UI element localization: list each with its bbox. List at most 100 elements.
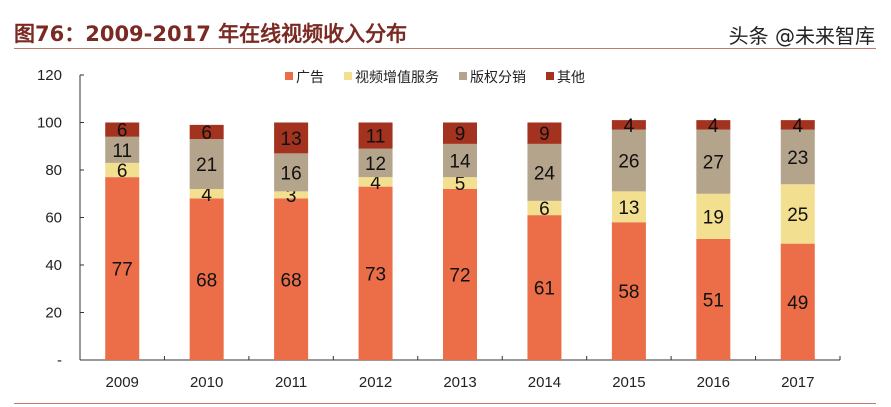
x-tick-label: 2009 bbox=[106, 374, 139, 391]
bar-segment bbox=[696, 129, 731, 194]
bar-segment bbox=[358, 186, 393, 360]
data-label: 77 bbox=[112, 260, 133, 281]
bar-segment bbox=[189, 139, 224, 189]
data-label: 51 bbox=[703, 290, 724, 311]
bar-segment bbox=[527, 143, 562, 201]
bar-segment bbox=[780, 243, 815, 360]
bar-segment bbox=[527, 122, 562, 144]
data-label: 19 bbox=[703, 207, 724, 228]
bar-segment bbox=[105, 177, 140, 360]
bar-segment bbox=[189, 189, 224, 199]
title-divider bbox=[14, 48, 876, 49]
bar-segment bbox=[443, 177, 477, 189]
data-label: 14 bbox=[449, 152, 471, 173]
legend-label: 其他 bbox=[557, 70, 585, 86]
x-tick-label: 2014 bbox=[528, 374, 561, 391]
data-label: 4 bbox=[708, 116, 719, 137]
data-label: 13 bbox=[618, 198, 639, 219]
data-label: 73 bbox=[365, 264, 386, 285]
y-tick-label: 60 bbox=[45, 210, 62, 227]
bar-segment bbox=[443, 143, 477, 178]
bar-segment bbox=[358, 177, 393, 187]
data-label: 58 bbox=[618, 282, 639, 303]
data-label: 23 bbox=[787, 148, 808, 169]
bar-segment bbox=[274, 191, 309, 199]
x-tick-label: 2011 bbox=[275, 374, 307, 391]
y-tick-label: 20 bbox=[45, 305, 62, 322]
legend-swatch bbox=[546, 72, 554, 80]
data-label: 27 bbox=[703, 153, 724, 174]
data-label: 9 bbox=[539, 124, 550, 145]
bar-segment bbox=[780, 129, 815, 185]
legend-swatch bbox=[459, 72, 467, 80]
x-tick-label: 2016 bbox=[697, 374, 730, 391]
x-tick-label: 2017 bbox=[781, 374, 814, 391]
bar-segment bbox=[189, 198, 224, 360]
bar-segment bbox=[696, 120, 731, 130]
bar-segment bbox=[611, 222, 646, 360]
x-tick-label: 2015 bbox=[612, 374, 645, 391]
data-label: 11 bbox=[366, 127, 386, 148]
legend-label: 视频增值服务 bbox=[355, 70, 439, 86]
data-label: 26 bbox=[618, 152, 639, 173]
data-label: 4 bbox=[370, 173, 381, 194]
bar-segment bbox=[105, 162, 140, 178]
bar-segment bbox=[443, 122, 477, 144]
bar-segment bbox=[358, 148, 393, 178]
data-label: 68 bbox=[281, 270, 302, 291]
bar-segment bbox=[611, 120, 646, 130]
y-tick-label: 40 bbox=[45, 257, 62, 274]
data-label: 61 bbox=[534, 279, 555, 300]
bar-segment bbox=[189, 124, 224, 140]
data-label: 25 bbox=[787, 205, 808, 226]
data-label: 4 bbox=[624, 116, 635, 137]
legend-label: 版权分销 bbox=[470, 70, 526, 86]
bar-segment bbox=[527, 215, 562, 360]
bar-segment bbox=[274, 153, 309, 192]
data-label: 5 bbox=[455, 174, 466, 195]
bar-segment bbox=[780, 120, 815, 130]
chart-title: 图76：2009-2017 年在线视频收入分布 bbox=[14, 22, 408, 46]
data-label: 4 bbox=[201, 185, 212, 206]
bar-segment bbox=[358, 122, 393, 149]
y-tick-label: 80 bbox=[45, 162, 62, 179]
y-tick-label: - bbox=[57, 352, 62, 369]
bar-segment bbox=[696, 193, 731, 239]
legend-swatch bbox=[344, 72, 352, 80]
x-tick-label: 2012 bbox=[359, 374, 392, 391]
y-tick-label: 100 bbox=[37, 115, 62, 132]
data-label: 11 bbox=[112, 141, 132, 162]
x-tick-label: 2013 bbox=[443, 374, 476, 391]
data-label: 6 bbox=[117, 161, 128, 182]
bar-segment bbox=[274, 122, 309, 154]
bar-segment bbox=[274, 198, 309, 360]
bar-segment bbox=[611, 129, 646, 192]
data-label: 16 bbox=[281, 163, 302, 184]
legend-label: 广告 bbox=[296, 70, 324, 86]
bar-segment bbox=[527, 200, 562, 216]
bar-segment bbox=[611, 191, 646, 223]
bar-segment bbox=[443, 189, 477, 360]
data-label: 9 bbox=[455, 124, 466, 145]
data-label: 68 bbox=[196, 270, 217, 291]
bottom-divider bbox=[14, 403, 876, 404]
data-label: 3 bbox=[286, 186, 297, 207]
legend-swatch bbox=[285, 72, 293, 80]
y-tick-label: 120 bbox=[37, 67, 62, 84]
data-label: 13 bbox=[281, 129, 302, 150]
data-label: 4 bbox=[792, 116, 803, 137]
data-label: 21 bbox=[196, 155, 217, 176]
data-label: 49 bbox=[787, 293, 808, 314]
data-label: 6 bbox=[539, 199, 550, 220]
x-tick-label: 2010 bbox=[190, 374, 223, 391]
bar-segment bbox=[105, 122, 140, 137]
data-label: 24 bbox=[534, 163, 556, 184]
data-label: 6 bbox=[117, 121, 128, 142]
bar-segment bbox=[780, 184, 815, 244]
data-label: 72 bbox=[449, 266, 470, 287]
bar-segment bbox=[696, 238, 731, 360]
bar-segment bbox=[105, 136, 140, 163]
watermark: 头条 @未来智库 bbox=[728, 24, 875, 48]
data-label: 12 bbox=[365, 154, 386, 175]
